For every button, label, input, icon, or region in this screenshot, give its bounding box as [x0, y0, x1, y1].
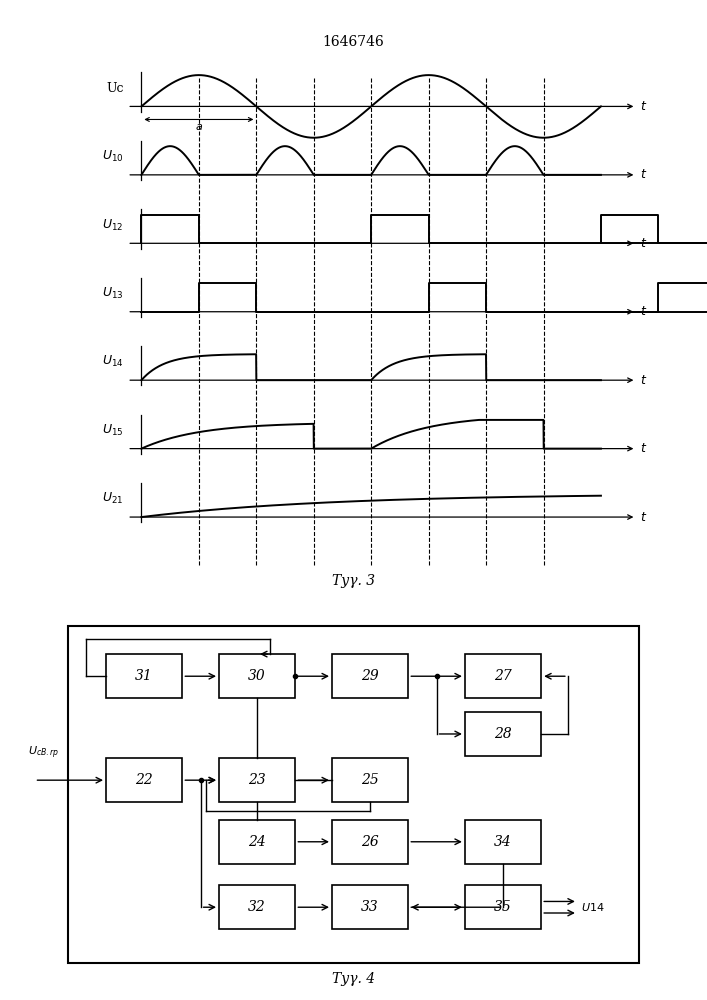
Text: $t$: $t$ [640, 442, 647, 455]
Bar [219, 820, 296, 864]
Text: $U_{14}$: $U_{14}$ [102, 354, 124, 369]
Text: 24: 24 [248, 835, 266, 849]
Text: 22: 22 [135, 773, 153, 787]
Bar [464, 712, 542, 756]
Bar [332, 885, 409, 929]
Bar [464, 885, 542, 929]
Bar [332, 820, 409, 864]
Text: Τуγ. 3: Τуγ. 3 [332, 574, 375, 588]
Text: 34: 34 [494, 835, 512, 849]
Text: 23: 23 [248, 773, 266, 787]
Text: 25: 25 [361, 773, 379, 787]
Text: $U14$: $U14$ [581, 901, 604, 913]
Bar [464, 820, 542, 864]
Bar [68, 626, 639, 963]
Text: 30: 30 [248, 669, 266, 683]
Text: 26: 26 [361, 835, 379, 849]
Text: 1646746: 1646746 [322, 34, 385, 48]
Text: 31: 31 [135, 669, 153, 683]
Text: $t$: $t$ [640, 168, 647, 181]
Text: 28: 28 [494, 727, 512, 741]
Text: Τуγ. 4: Τуγ. 4 [332, 972, 375, 986]
Bar [219, 885, 296, 929]
Text: $U_{21}$: $U_{21}$ [103, 491, 124, 506]
Text: $t$: $t$ [640, 374, 647, 387]
Text: 33: 33 [361, 900, 379, 914]
Text: $t$: $t$ [640, 237, 647, 250]
Text: $t$: $t$ [640, 511, 647, 524]
Text: $a$: $a$ [195, 122, 203, 132]
Text: 32: 32 [248, 900, 266, 914]
Bar [219, 758, 296, 802]
Bar [106, 654, 182, 698]
Text: $U_{13}$: $U_{13}$ [102, 286, 124, 301]
Text: 29: 29 [361, 669, 379, 683]
Text: 35: 35 [494, 900, 512, 914]
Bar [332, 654, 409, 698]
Bar [219, 654, 296, 698]
Bar [332, 758, 409, 802]
Text: $U_{10}$: $U_{10}$ [102, 149, 124, 164]
Text: Uc: Uc [106, 82, 124, 95]
Text: $U_{15}$: $U_{15}$ [103, 423, 124, 438]
Text: $U_{cB.rp}$: $U_{cB.rp}$ [28, 745, 59, 761]
Text: 27: 27 [494, 669, 512, 683]
Bar [464, 654, 542, 698]
Text: $U_{12}$: $U_{12}$ [103, 217, 124, 233]
Bar [106, 758, 182, 802]
Text: $t$: $t$ [640, 305, 647, 318]
Text: $t$: $t$ [640, 100, 647, 113]
